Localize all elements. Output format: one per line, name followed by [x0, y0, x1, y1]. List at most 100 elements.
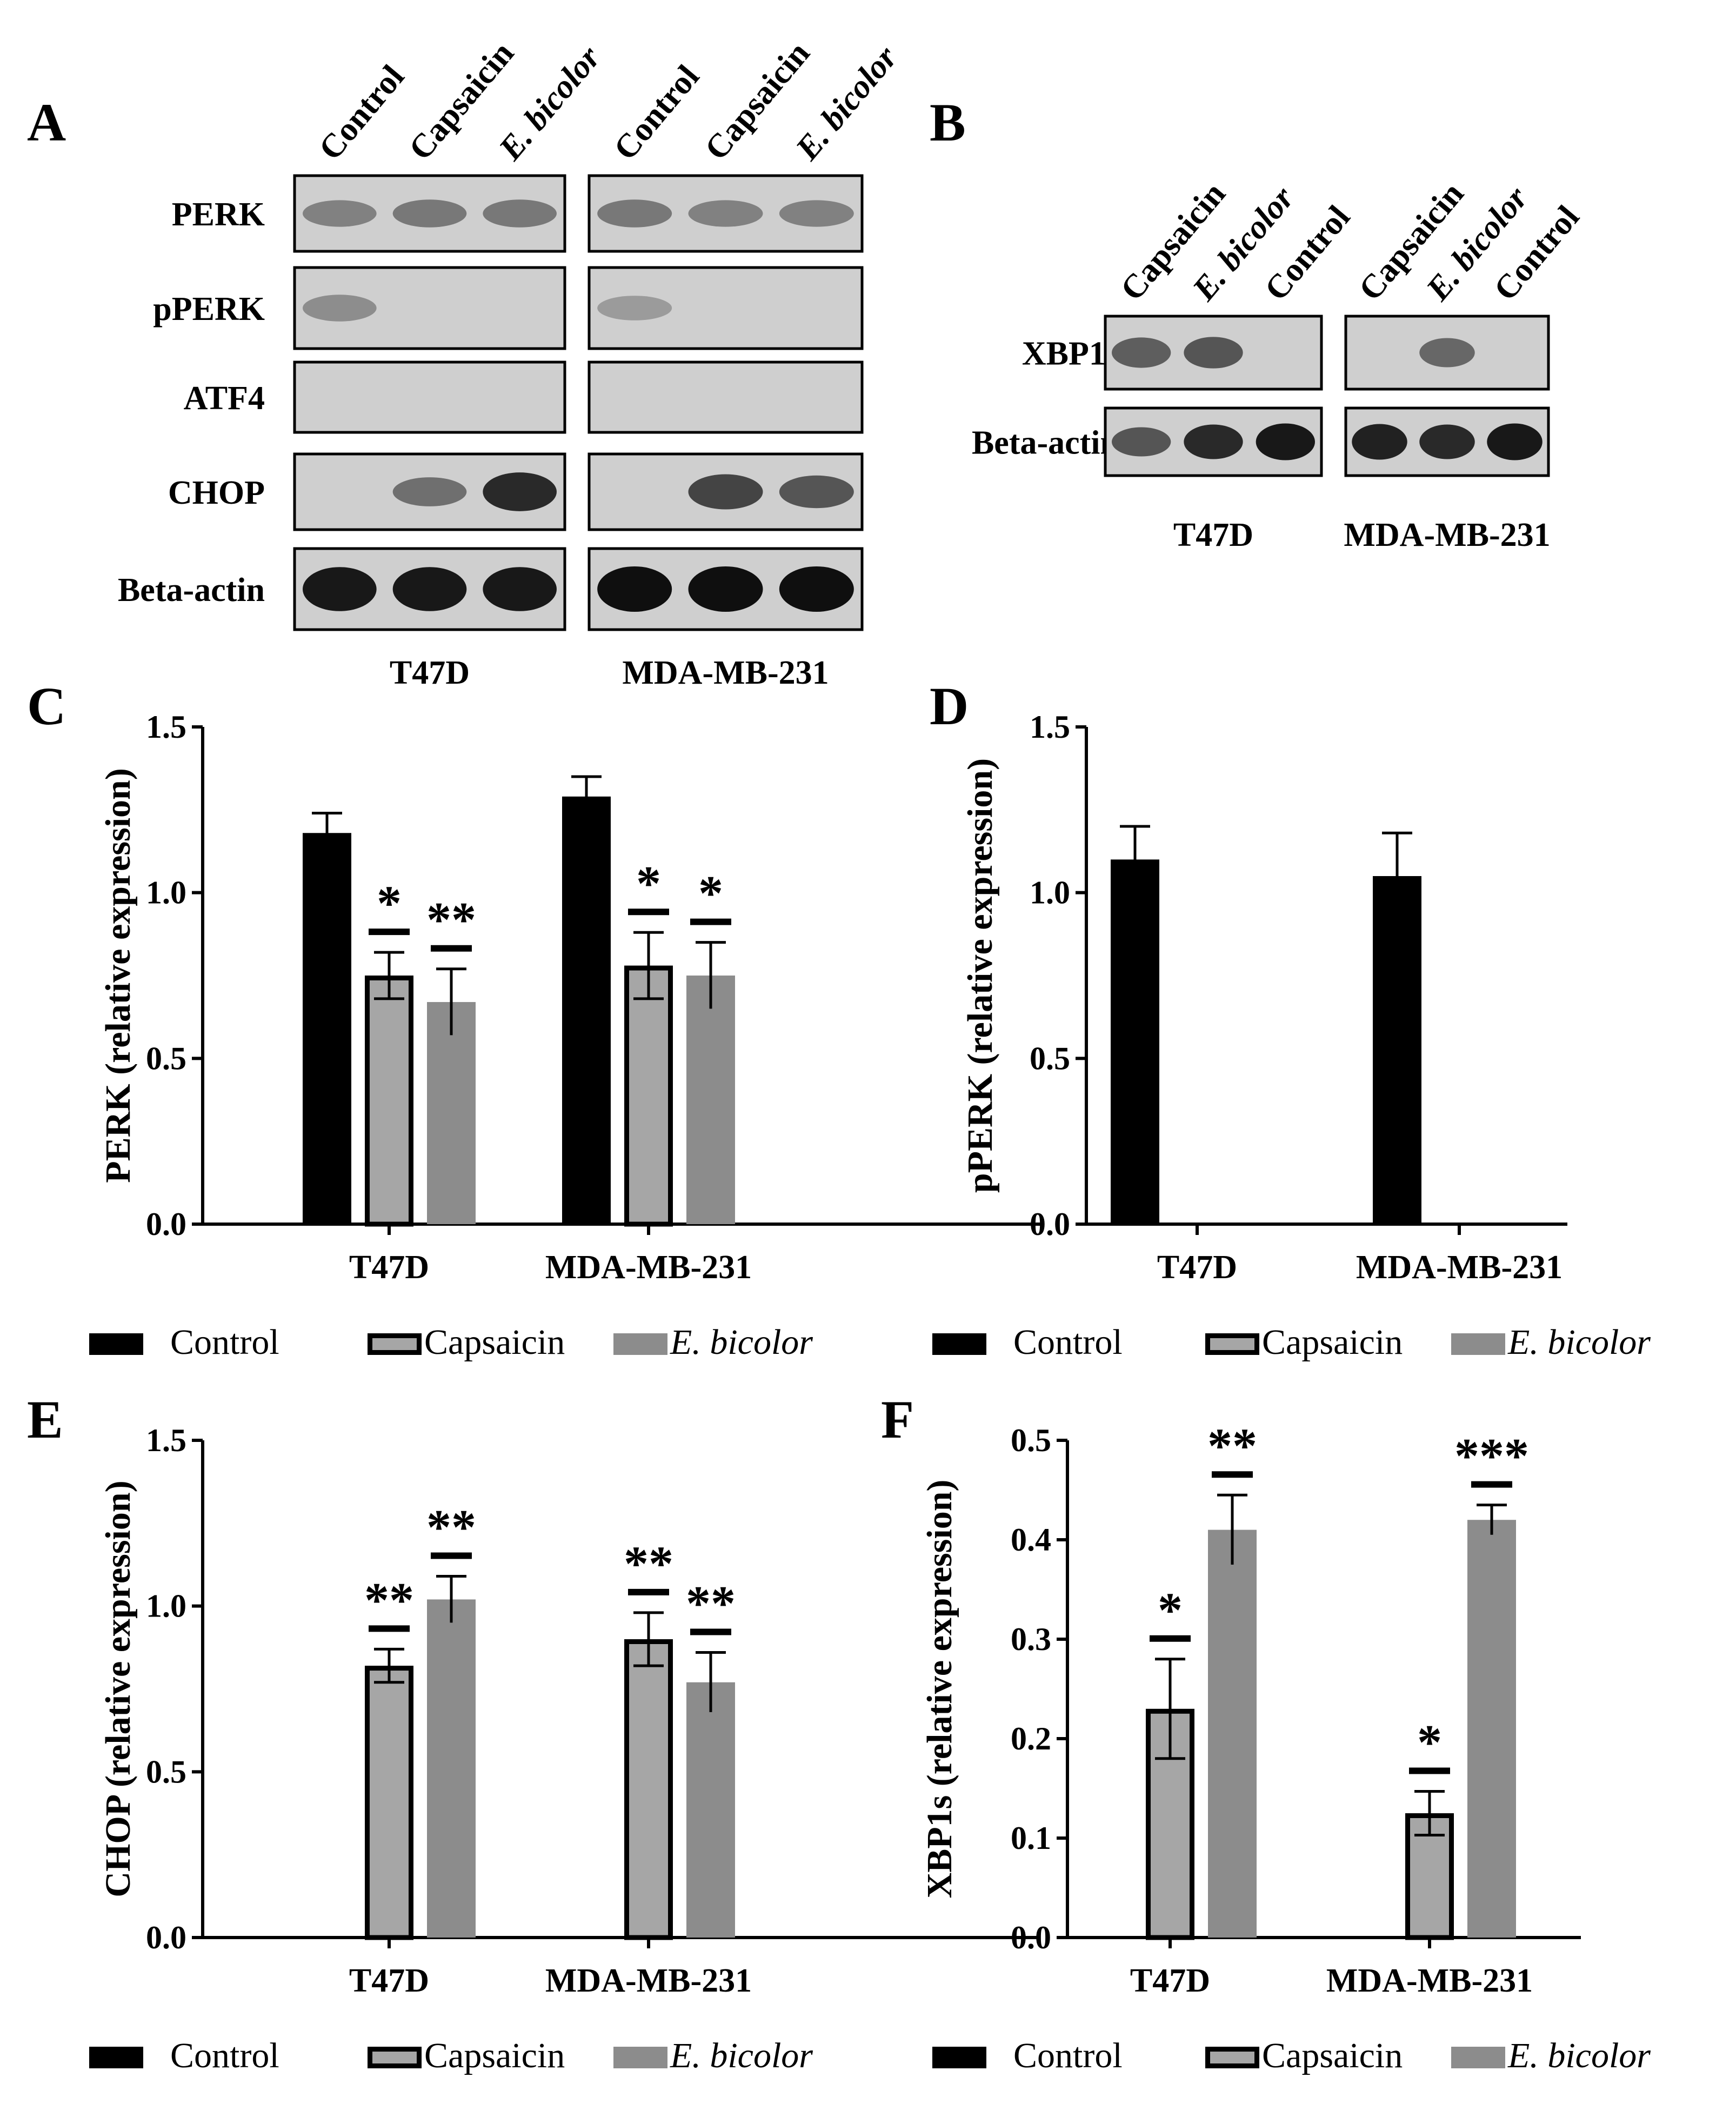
significance-label: ** — [426, 892, 476, 947]
bar — [365, 1666, 413, 1940]
significance-label: ** — [364, 1572, 414, 1627]
y-tick-label: 1.0 — [146, 1588, 186, 1624]
blot-band — [688, 200, 763, 227]
legend-swatch — [368, 2047, 422, 2068]
legend-swatch — [932, 1333, 986, 1355]
blot-band — [1256, 423, 1315, 460]
blot-band — [779, 200, 854, 227]
x-tick-label: T47D — [349, 1249, 429, 1286]
legend-swatch — [1205, 1333, 1259, 1355]
blot-band — [1419, 338, 1475, 368]
y-tick-label: 0.0 — [146, 1920, 186, 1955]
blot-box — [293, 360, 566, 434]
y-tick-label: 0.0 — [146, 1206, 186, 1242]
bar — [427, 1599, 476, 1938]
panel-letter-b: B — [930, 92, 966, 152]
blot-box — [587, 360, 864, 434]
blot-band — [779, 566, 854, 612]
blot-band — [483, 199, 557, 228]
x-tick-label: MDA-MB-231 — [545, 1962, 752, 1999]
legend-swatch — [89, 2047, 143, 2068]
legend-swatch — [89, 1333, 143, 1355]
blot-band — [688, 566, 763, 612]
blot-band — [392, 567, 467, 611]
x-tick-label: T47D — [1130, 1962, 1210, 1999]
blot-row-label: PERK — [172, 196, 265, 233]
blot-cell-line-label: MDA-MB-231 — [622, 654, 829, 691]
bar — [624, 965, 673, 1227]
blot-row-label: Beta-actin — [118, 572, 265, 609]
legend-label: E. bicolor — [1507, 2036, 1651, 2075]
x-tick-label: T47D — [1157, 1249, 1237, 1286]
x-tick-label: MDA-MB-231 — [1356, 1249, 1563, 1286]
blot-band — [779, 475, 854, 509]
significance-label: * — [1417, 1715, 1442, 1770]
legend-label: Capsaicin — [424, 2036, 565, 2075]
y-tick-label: 1.5 — [146, 709, 186, 745]
significance-label: ** — [426, 1499, 476, 1554]
legend-swatch — [368, 1333, 422, 1355]
blot-band — [303, 295, 377, 322]
y-tick-label: 0.0 — [1011, 1920, 1051, 1955]
y-axis-label: CHOP (relative expression) — [98, 1480, 138, 1897]
y-tick-label: 0.0 — [1030, 1206, 1070, 1242]
bar — [303, 833, 351, 1224]
blot-band — [1112, 427, 1171, 457]
significance-label: ** — [1207, 1418, 1257, 1473]
blot-band — [1487, 423, 1543, 460]
bar — [624, 1639, 673, 1940]
blot-band — [392, 477, 467, 506]
bar — [427, 1002, 476, 1224]
legend-label: Control — [1013, 1322, 1123, 1362]
bar — [1111, 859, 1159, 1224]
blot-band — [688, 474, 763, 510]
y-tick-label: 1.5 — [146, 1422, 186, 1458]
blot-band — [483, 567, 557, 611]
blot-row-label: pPERK — [153, 291, 265, 328]
significance-label: ** — [686, 1576, 736, 1631]
blot-band — [597, 199, 672, 228]
y-axis-label: XBP1s (relative expression) — [920, 1480, 959, 1899]
blot-band — [1419, 424, 1475, 459]
bar — [562, 796, 611, 1224]
y-tick-label: 0.4 — [1011, 1522, 1051, 1558]
legend-swatch — [1451, 1333, 1505, 1355]
y-tick-label: 1.0 — [1030, 875, 1070, 911]
significance-label: * — [1158, 1582, 1183, 1638]
blot-cell-line-label: T47D — [390, 654, 470, 691]
y-tick-label: 1.5 — [1030, 709, 1070, 745]
chart-f-xbp1s: F 0.0 0.1 0.2 0.3 0.4 0.5 XBP1s (relative expr… — [881, 1390, 1651, 2075]
y-axis-label: pPERK (relative expression) — [960, 758, 1000, 1193]
blot-cell-line-label: T47D — [1173, 517, 1253, 553]
bar — [686, 1682, 735, 1938]
panel-letter-e: E — [27, 1390, 63, 1450]
blot-row-label: Beta-actin — [972, 425, 1119, 462]
significance-label: *** — [1454, 1428, 1529, 1484]
legend-label: Control — [170, 1322, 279, 1362]
significance-label: * — [377, 876, 402, 931]
panel-letter-d: D — [930, 676, 969, 736]
legend-label: E. bicolor — [670, 1322, 813, 1362]
x-tick-label: T47D — [349, 1962, 429, 1999]
blot-band — [303, 200, 377, 227]
legend-label: Capsaicin — [1262, 2036, 1403, 2075]
y-tick-label: 0.5 — [146, 1754, 186, 1789]
y-tick-label: 0.5 — [1030, 1040, 1070, 1076]
legend-label: E. bicolor — [670, 2036, 813, 2075]
y-tick-label: 0.2 — [1011, 1721, 1051, 1756]
significance-label: * — [698, 866, 723, 921]
blot-band — [303, 567, 377, 611]
legend-swatch — [1451, 2047, 1505, 2068]
bar — [365, 976, 413, 1227]
legend-label: Control — [170, 2036, 279, 2075]
chart-d-pperk: D 0.0 0.5 1.0 1.5 pPERK (relative expression… — [930, 676, 1651, 1362]
panel-letter-a: A — [27, 92, 66, 152]
legend-label: Capsaicin — [1262, 1322, 1403, 1362]
legend-label: E. bicolor — [1507, 1322, 1651, 1362]
legend-label: Control — [1013, 2036, 1123, 2075]
y-tick-label: 0.1 — [1011, 1820, 1051, 1856]
y-tick-label: 0.5 — [1011, 1422, 1051, 1458]
blot-row-label: ATF4 — [184, 380, 265, 417]
